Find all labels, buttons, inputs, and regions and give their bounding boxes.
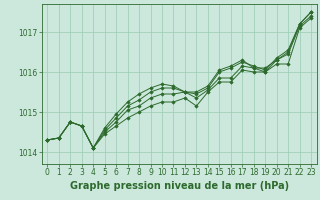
X-axis label: Graphe pression niveau de la mer (hPa): Graphe pression niveau de la mer (hPa) (70, 181, 289, 191)
